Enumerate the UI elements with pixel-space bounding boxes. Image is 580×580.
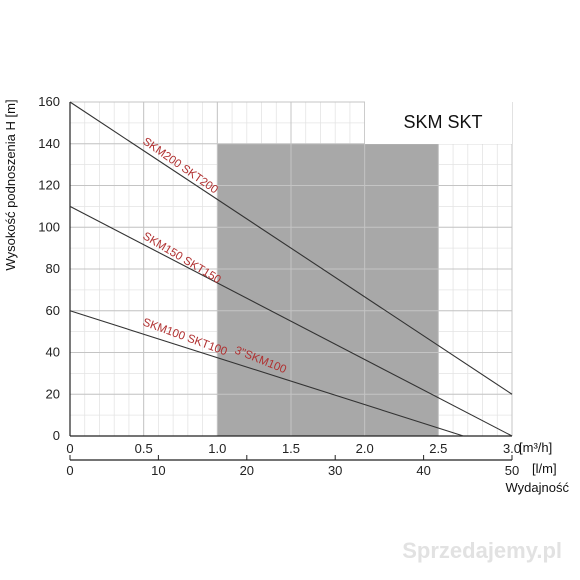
y-tick-label: 160 bbox=[38, 94, 60, 109]
axes bbox=[69, 102, 512, 461]
x-tick-label: 2.0 bbox=[356, 441, 374, 456]
x-secondary-tick-label: 20 bbox=[240, 463, 254, 478]
x-tick-label: 1.5 bbox=[282, 441, 300, 456]
chart-title: SKM SKT bbox=[403, 112, 482, 132]
series-line-0 bbox=[69, 101, 513, 395]
x-axis-title: Wydajność bbox=[506, 480, 570, 495]
x-tick-label: 0 bbox=[66, 441, 73, 456]
series-line-2 bbox=[69, 310, 464, 437]
x-tick-label: 0.5 bbox=[135, 441, 153, 456]
operating-range-shade bbox=[217, 143, 439, 436]
y-tick-label: 120 bbox=[38, 178, 60, 193]
x-secondary-tick-label: 10 bbox=[151, 463, 165, 478]
y-tick-label: 80 bbox=[46, 261, 60, 276]
x-tick-label: 1.0 bbox=[208, 441, 226, 456]
y-tick-label: 20 bbox=[46, 386, 60, 401]
y-tick-label: 100 bbox=[38, 219, 60, 234]
x-unit-primary: [m³/h] bbox=[519, 440, 552, 455]
curve-label-skm150: SKM150 SKT150 bbox=[140, 230, 222, 286]
y-tick-label: 140 bbox=[38, 136, 60, 151]
x-secondary-tick-label: 0 bbox=[66, 463, 73, 478]
y-tick-label: 60 bbox=[46, 303, 60, 318]
x-unit-secondary: [l/m] bbox=[532, 461, 557, 476]
x-tick-label: 3.0 bbox=[503, 441, 521, 456]
x-secondary-tick-label: 50 bbox=[505, 463, 519, 478]
curve-label-skm200: SKM200 SKT200 bbox=[140, 136, 220, 197]
x-secondary-tick-label: 30 bbox=[328, 463, 342, 478]
x-secondary-tick-label: 40 bbox=[416, 463, 430, 478]
y-tick-label: 40 bbox=[46, 345, 60, 360]
y-tick-label: 0 bbox=[53, 428, 60, 443]
watermark: Sprzedajemy.pl bbox=[402, 538, 562, 563]
series-layer bbox=[69, 101, 513, 437]
x-tick-label: 2.5 bbox=[429, 441, 447, 456]
major-grid-layer bbox=[69, 101, 513, 437]
title-box bbox=[365, 100, 512, 144]
series-line-1 bbox=[69, 205, 513, 437]
y-axis-title: Wysokość podnoszenia H [m] bbox=[3, 99, 18, 270]
